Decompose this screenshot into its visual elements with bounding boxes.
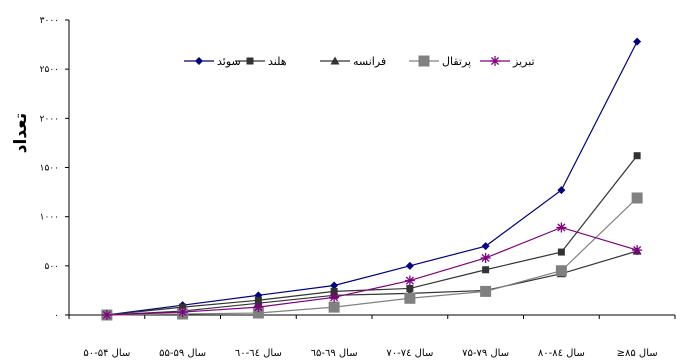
data-point bbox=[252, 307, 264, 319]
legend-label: هلند bbox=[268, 55, 287, 68]
asterisk-stroke bbox=[481, 253, 490, 263]
x-tick-label: سال ۵۴-۵۰ bbox=[83, 348, 130, 359]
y-tick-label: ۱۰۰۰ bbox=[40, 213, 59, 223]
series-5 bbox=[101, 222, 643, 320]
legend-label: سوئد bbox=[217, 55, 241, 68]
legend: سوئد هلند فرانسه پرتقال تبریز bbox=[184, 55, 535, 68]
data-point bbox=[330, 281, 339, 290]
legend-marker bbox=[490, 56, 500, 66]
data-point bbox=[555, 265, 567, 277]
legend-item-1: سوئد bbox=[184, 55, 241, 68]
asterisk-stroke bbox=[633, 246, 642, 255]
asterisk-stroke bbox=[102, 310, 111, 320]
y-tick-label: ۲۵۰۰ bbox=[40, 65, 59, 75]
x-tick-label: سال ۸۵≤ bbox=[617, 348, 658, 359]
data-point bbox=[480, 285, 492, 297]
x-tick-label: سال ٦۹-٦۵ bbox=[311, 348, 358, 359]
series-line bbox=[106, 226, 638, 316]
data-point bbox=[404, 292, 416, 304]
y-axis-label: تعداد bbox=[11, 113, 31, 153]
data-point bbox=[631, 192, 643, 204]
series-line bbox=[106, 41, 638, 316]
legend-item-2: هلند bbox=[235, 55, 287, 68]
x-tick-label: سال ۷٤-۷۰ bbox=[386, 348, 433, 359]
series-group bbox=[101, 37, 643, 321]
y-tick-label: ۱۵۰۰ bbox=[40, 164, 59, 174]
asterisk-stroke bbox=[330, 293, 339, 302]
x-tick-labels: سال ۵۴-۵۰ سال ۵۹-۵۵ سال ٦٤-٦۰ سال ٦۹-٦۵ سال … bbox=[83, 348, 657, 359]
series-line bbox=[106, 197, 638, 316]
data-point bbox=[481, 242, 490, 251]
asterisk-stroke bbox=[254, 303, 263, 312]
axes bbox=[65, 19, 676, 319]
legend-item-4: پرتقال bbox=[409, 55, 471, 68]
data-point bbox=[329, 292, 340, 303]
x-tick-label: سال ٦٤-٦۰ bbox=[235, 348, 282, 359]
y-tick-labels: ۰ ۵۰۰ ۱۰۰۰ ۱۵۰۰ ۲۰۰۰ ۲۵۰۰ ۳۰۰۰ bbox=[40, 16, 59, 321]
data-point bbox=[633, 152, 641, 160]
legend-marker bbox=[246, 57, 254, 65]
data-point bbox=[633, 37, 642, 46]
legend-marker bbox=[330, 56, 340, 65]
y-tick-label: ۳۰۰۰ bbox=[40, 16, 59, 26]
data-point bbox=[482, 266, 490, 274]
y-tick-label: ۲۰۰۰ bbox=[40, 114, 59, 124]
x-tick-label: سال ۸٤-۸۰ bbox=[538, 348, 585, 359]
asterisk-stroke bbox=[557, 223, 566, 232]
data-point bbox=[406, 284, 414, 292]
asterisk-stroke bbox=[178, 307, 187, 317]
legend-label: تبریز bbox=[512, 55, 535, 68]
data-point bbox=[480, 252, 491, 263]
asterisk-stroke bbox=[490, 56, 500, 66]
series-line bbox=[106, 250, 638, 316]
data-point bbox=[556, 222, 567, 233]
series-line bbox=[106, 155, 638, 316]
data-point bbox=[557, 186, 566, 195]
legend-marker bbox=[418, 55, 430, 67]
data-point bbox=[101, 310, 112, 320]
data-point bbox=[632, 245, 643, 256]
data-point bbox=[404, 275, 415, 286]
x-tick-label: سال ۷۹-۷۵ bbox=[462, 348, 509, 359]
y-tick-label: ۰ bbox=[54, 311, 59, 321]
data-point bbox=[253, 302, 264, 313]
asterisk-stroke bbox=[405, 276, 414, 285]
legend-item-3: فرانسه bbox=[320, 55, 386, 68]
y-tick-label: ۵۰۰ bbox=[44, 262, 59, 272]
series-2 bbox=[103, 152, 641, 319]
data-point bbox=[557, 248, 565, 256]
legend-label: فرانسه bbox=[353, 55, 386, 68]
legend-item-5: تبریز bbox=[480, 55, 535, 68]
x-tick-label: سال ۵۹-۵۵ bbox=[159, 348, 206, 359]
data-point bbox=[328, 301, 340, 313]
data-point bbox=[177, 307, 188, 318]
legend-label: پرتقال bbox=[442, 55, 471, 68]
data-point bbox=[405, 261, 414, 270]
legend-marker bbox=[195, 57, 203, 65]
